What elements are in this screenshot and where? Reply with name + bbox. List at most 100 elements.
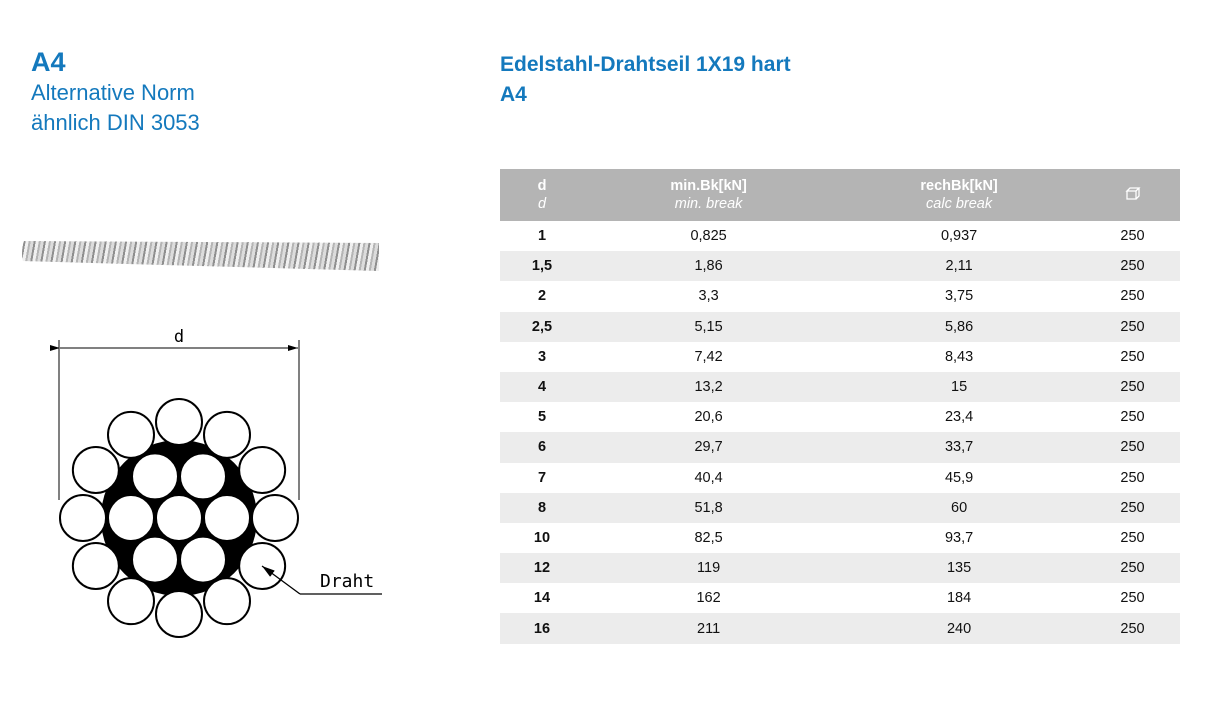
cell-calc-break: 2,11	[833, 251, 1085, 282]
table-row: 3 7,42 8,43 250	[500, 342, 1180, 372]
title: Edelstahl-Drahtseil 1X19 hart	[500, 53, 791, 76]
table-row: 5 20,6 23,4 250	[500, 402, 1180, 432]
product-title: Edelstahl-Drahtseil 1X19 hart A4	[500, 50, 791, 110]
wire	[251, 494, 299, 542]
cell-quantity: 250	[1085, 492, 1180, 523]
cell-min-break: 13,2	[584, 371, 834, 403]
table-row: 2 3,3 3,75 250	[500, 281, 1180, 311]
table-row: 8 51,8 60 250	[500, 492, 1180, 523]
table-row: 10 82,5 93,7 250	[500, 523, 1180, 553]
cell-calc-break: 3,75	[944, 288, 974, 305]
wire	[155, 494, 203, 542]
cell-min-break: 5,15	[584, 311, 834, 342]
cell-min-break: 119	[584, 553, 834, 584]
cell-d: 12	[500, 553, 584, 584]
cell-d: 16	[500, 613, 584, 644]
wire	[71, 446, 120, 494]
cell-d: 3	[537, 348, 547, 365]
wire	[107, 577, 155, 626]
wire	[107, 494, 155, 542]
wire	[107, 410, 155, 459]
cell-d: 5	[537, 409, 547, 426]
table-row: 14 162 184 250	[500, 583, 1180, 613]
cell-calc-break: 8,43	[944, 348, 974, 365]
cell-min-break: 82,5	[694, 529, 723, 546]
cell-calc-break: 93,7	[944, 529, 974, 546]
col-min-break: min.Bk[kN] min. break	[584, 169, 834, 221]
wire	[203, 410, 251, 459]
cell-calc-break: 15	[833, 371, 1085, 403]
cell-d: 7	[537, 469, 547, 486]
cell-quantity: 250	[1120, 409, 1145, 426]
cell-min-break: 20,6	[694, 409, 723, 426]
cell-min-break: 0,825	[690, 228, 727, 245]
cell-min-break: 7,42	[694, 348, 723, 365]
wire	[71, 542, 120, 590]
cell-d: 1	[537, 228, 547, 245]
material-code: A4	[31, 47, 66, 77]
cell-quantity: 250	[1085, 432, 1180, 463]
wire	[179, 535, 227, 584]
cross-section-diagram: d Draht	[50, 327, 382, 638]
wire	[131, 535, 179, 584]
table-row: 6 29,7 33,7 250	[500, 432, 1180, 463]
cell-calc-break: 240	[833, 613, 1085, 644]
cell-calc-break: 45,9	[944, 469, 974, 486]
cell-d: 2	[537, 288, 547, 305]
table-row: 16 211 240 250	[500, 613, 1180, 644]
wire	[131, 452, 179, 501]
cell-quantity: 250	[1085, 613, 1180, 644]
dimension-label: d	[174, 327, 184, 347]
title-code: A4	[500, 83, 527, 106]
cell-quantity: 250	[1085, 553, 1180, 584]
norm-din: ähnlich DIN 3053	[31, 110, 200, 135]
cell-calc-break: 60	[833, 492, 1085, 523]
table-row: 1 0,825 0,937 250	[500, 221, 1180, 251]
col-calc-break: rechBk[kN] calc break	[833, 169, 1085, 221]
cell-d: 6	[500, 432, 584, 463]
cell-d: 1,5	[500, 251, 584, 282]
cell-calc-break: 33,7	[833, 432, 1085, 463]
cell-min-break: 162	[696, 590, 721, 607]
cell-quantity: 250	[1085, 311, 1180, 342]
cell-quantity: 250	[1085, 371, 1180, 403]
cell-min-break: 211	[584, 613, 834, 644]
cell-calc-break: 0,937	[940, 228, 978, 245]
cell-d: 14	[533, 590, 551, 607]
wire	[203, 577, 251, 626]
table-row: 7 40,4 45,9 250	[500, 463, 1180, 493]
cell-min-break: 40,4	[694, 469, 723, 486]
cell-quantity: 250	[1120, 529, 1145, 546]
cell-calc-break: 184	[946, 590, 972, 607]
cell-d: 2,5	[500, 311, 584, 342]
product-heading: A4 Alternative Norm ähnlich DIN 3053	[31, 46, 200, 138]
cell-quantity: 250	[1120, 228, 1145, 245]
wire	[155, 398, 203, 446]
cell-quantity: 250	[1120, 288, 1145, 305]
table-row: 1,5 1,86 2,11 250	[500, 251, 1180, 282]
cell-d: 10	[533, 529, 551, 546]
cell-d: 8	[500, 492, 584, 523]
cell-quantity: 250	[1120, 469, 1145, 486]
cell-min-break: 3,3	[698, 288, 719, 305]
package-icon	[1124, 186, 1141, 200]
norm-line: Alternative Norm	[31, 80, 195, 105]
col-quantity	[1085, 169, 1180, 221]
table-row: 12 119 135 250	[500, 553, 1180, 584]
cell-d: 4	[500, 371, 584, 403]
cell-calc-break: 135	[833, 553, 1085, 584]
cell-calc-break: 5,86	[833, 311, 1085, 342]
table-row: 2,5 5,15 5,86 250	[500, 311, 1180, 342]
cell-min-break: 1,86	[584, 251, 834, 282]
table-row: 4 13,2 15 250	[500, 371, 1180, 403]
wire-label: Draht	[320, 571, 374, 592]
rope-photo	[22, 241, 379, 271]
wire	[155, 590, 203, 638]
wire	[238, 446, 287, 494]
cell-calc-break: 23,4	[944, 409, 974, 426]
wire	[203, 494, 251, 542]
cell-quantity: 250	[1120, 348, 1145, 365]
cell-min-break: 51,8	[584, 492, 834, 523]
